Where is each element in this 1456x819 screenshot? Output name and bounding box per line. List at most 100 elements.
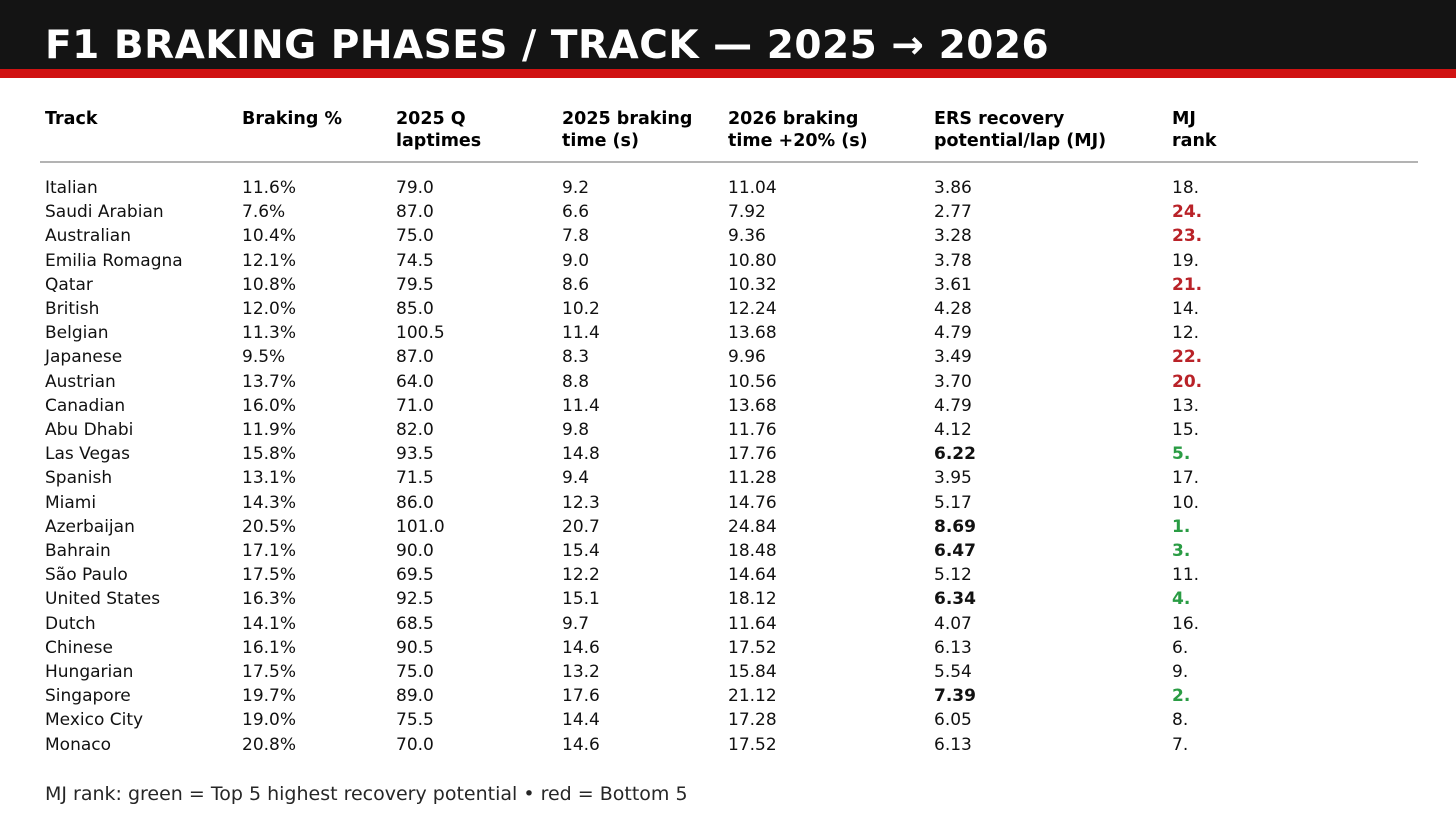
braking-2026-cell: 21.12 (728, 686, 777, 707)
column-header-ers-recovery: ERS recovery potential/lap (MJ) (929, 108, 1167, 163)
braking-2025-cell: 12.3 (562, 492, 600, 513)
table-row: Qatar 10.8% 79.5 8.6 10.32 3.61 21. (40, 273, 1418, 297)
ers-mj-cell: 3.95 (934, 468, 972, 489)
track-cell: Belgian (45, 323, 109, 344)
table-row: Hungarian 17.5% 75.0 13.2 15.84 5.54 9. (40, 660, 1418, 684)
q-laptime-cell: 68.5 (396, 613, 434, 634)
q-laptime-cell: 71.0 (396, 395, 434, 416)
q-laptime-cell: 75.0 (396, 662, 434, 683)
mj-rank-cell: 15. (1172, 420, 1200, 441)
braking-2026-cell: 10.32 (728, 274, 777, 295)
q-laptime-cell: 85.0 (396, 299, 434, 320)
braking-pct-cell: 20.5% (242, 516, 297, 537)
mj-rank-cell: 4. (1172, 589, 1191, 610)
braking-2025-cell: 8.8 (562, 371, 590, 392)
braking-2026-cell: 7.92 (728, 202, 766, 223)
ers-mj-cell: 5.12 (934, 565, 972, 586)
ers-mj-cell: 3.78 (934, 250, 972, 271)
braking-table-body: Italian 11.6% 79.0 9.2 11.04 3.86 18. Saudi Ara… (40, 162, 1418, 757)
braking-pct-cell: 7.6% (242, 202, 286, 223)
track-cell: Azerbaijan (45, 516, 135, 537)
q-laptime-cell: 64.0 (396, 371, 434, 392)
q-laptime-cell: 75.0 (396, 226, 434, 247)
braking-pct-cell: 13.1% (242, 468, 297, 489)
braking-pct-cell: 10.4% (242, 226, 297, 247)
column-header-braking-time-2025: 2025 braking time (s) (557, 108, 723, 163)
ers-mj-cell: 5.17 (934, 492, 972, 513)
braking-pct-cell: 13.7% (242, 371, 297, 392)
braking-pct-cell: 12.0% (242, 299, 297, 320)
braking-2026-cell: 17.28 (728, 710, 777, 731)
braking-2025-cell: 20.7 (562, 516, 600, 537)
q-laptime-cell: 82.0 (396, 420, 434, 441)
track-cell: Dutch (45, 613, 96, 634)
table-row: British 12.0% 85.0 10.2 12.24 4.28 14. (40, 297, 1418, 321)
mj-rank-cell: 24. (1172, 202, 1203, 223)
braking-2026-cell: 10.56 (728, 371, 777, 392)
mj-rank-cell: 5. (1172, 444, 1191, 465)
mj-rank-cell: 16. (1172, 613, 1200, 634)
table-row: Azerbaijan 20.5% 101.0 20.7 24.84 8.69 1. (40, 515, 1418, 539)
table-row: Belgian 11.3% 100.5 11.4 13.68 4.79 12. (40, 321, 1418, 345)
braking-2026-cell: 15.84 (728, 662, 777, 683)
q-laptime-cell: 93.5 (396, 444, 434, 465)
q-laptime-cell: 70.0 (396, 734, 434, 755)
q-laptime-cell: 79.0 (396, 178, 434, 198)
braking-2026-cell: 14.64 (728, 565, 777, 586)
table-row: Austrian 13.7% 64.0 8.8 10.56 3.70 20. (40, 370, 1418, 394)
mj-rank-cell: 3. (1172, 541, 1191, 562)
braking-2025-cell: 15.4 (562, 541, 600, 562)
braking-2025-cell: 14.8 (562, 444, 600, 465)
table-section: Track Braking % 2025 Q laptimes 2025 bra… (0, 108, 1456, 805)
ers-mj-cell: 4.07 (934, 613, 972, 634)
braking-2026-cell: 9.36 (728, 226, 766, 247)
braking-2026-cell: 18.48 (728, 541, 777, 562)
braking-pct-cell: 14.1% (242, 613, 297, 634)
braking-2025-cell: 11.4 (562, 395, 600, 416)
braking-2026-cell: 17.76 (728, 444, 777, 465)
ers-mj-cell: 3.61 (934, 274, 972, 295)
braking-2026-cell: 24.84 (728, 516, 777, 537)
mj-rank-cell: 17. (1172, 468, 1200, 489)
ers-mj-cell: 8.69 (934, 516, 976, 537)
braking-2025-cell: 12.2 (562, 565, 600, 586)
ers-mj-cell: 6.05 (934, 710, 972, 731)
mj-rank-cell: 1. (1172, 516, 1191, 537)
braking-2026-cell: 13.68 (728, 395, 777, 416)
ers-mj-cell: 3.70 (934, 371, 972, 392)
mj-rank-cell: 18. (1172, 178, 1200, 198)
braking-pct-cell: 12.1% (242, 250, 297, 271)
track-cell: Singapore (45, 686, 131, 707)
track-cell: Australian (45, 226, 131, 247)
table-row: United States 16.3% 92.5 15.1 18.12 6.34 4. (40, 587, 1418, 611)
braking-2025-cell: 14.4 (562, 710, 600, 731)
braking-2026-cell: 9.96 (728, 347, 766, 368)
braking-pct-cell: 16.1% (242, 637, 297, 658)
q-laptime-cell: 79.5 (396, 274, 434, 295)
table-header: Track Braking % 2025 Q laptimes 2025 bra… (40, 108, 1418, 163)
table-row: Spanish 13.1% 71.5 9.4 11.28 3.95 17. (40, 466, 1418, 490)
column-header-braking-time-2026: 2026 braking time +20% (s) (723, 108, 929, 163)
table-row: São Paulo 17.5% 69.5 12.2 14.64 5.12 11. (40, 563, 1418, 587)
track-cell: Abu Dhabi (45, 420, 134, 441)
q-laptime-cell: 89.0 (396, 686, 434, 707)
braking-2025-cell: 13.2 (562, 662, 600, 683)
q-laptime-cell: 87.0 (396, 202, 434, 223)
q-laptime-cell: 101.0 (396, 516, 445, 537)
q-laptime-cell: 90.0 (396, 541, 434, 562)
braking-2026-cell: 13.68 (728, 323, 777, 344)
braking-pct-cell: 11.6% (242, 178, 297, 198)
braking-2026-cell: 10.80 (728, 250, 777, 271)
braking-2026-cell: 17.52 (728, 637, 777, 658)
braking-table: Track Braking % 2025 Q laptimes 2025 bra… (40, 108, 1418, 757)
mj-rank-cell: 13. (1172, 395, 1200, 416)
ers-mj-cell: 6.13 (934, 637, 972, 658)
track-cell: Japanese (45, 347, 123, 368)
track-cell: United States (45, 589, 161, 610)
track-cell: Qatar (45, 274, 93, 295)
braking-2025-cell: 6.6 (562, 202, 590, 223)
track-cell: Austrian (45, 371, 116, 392)
braking-2025-cell: 8.3 (562, 347, 590, 368)
ers-mj-cell: 6.34 (934, 589, 976, 610)
braking-2025-cell: 9.0 (562, 250, 590, 271)
